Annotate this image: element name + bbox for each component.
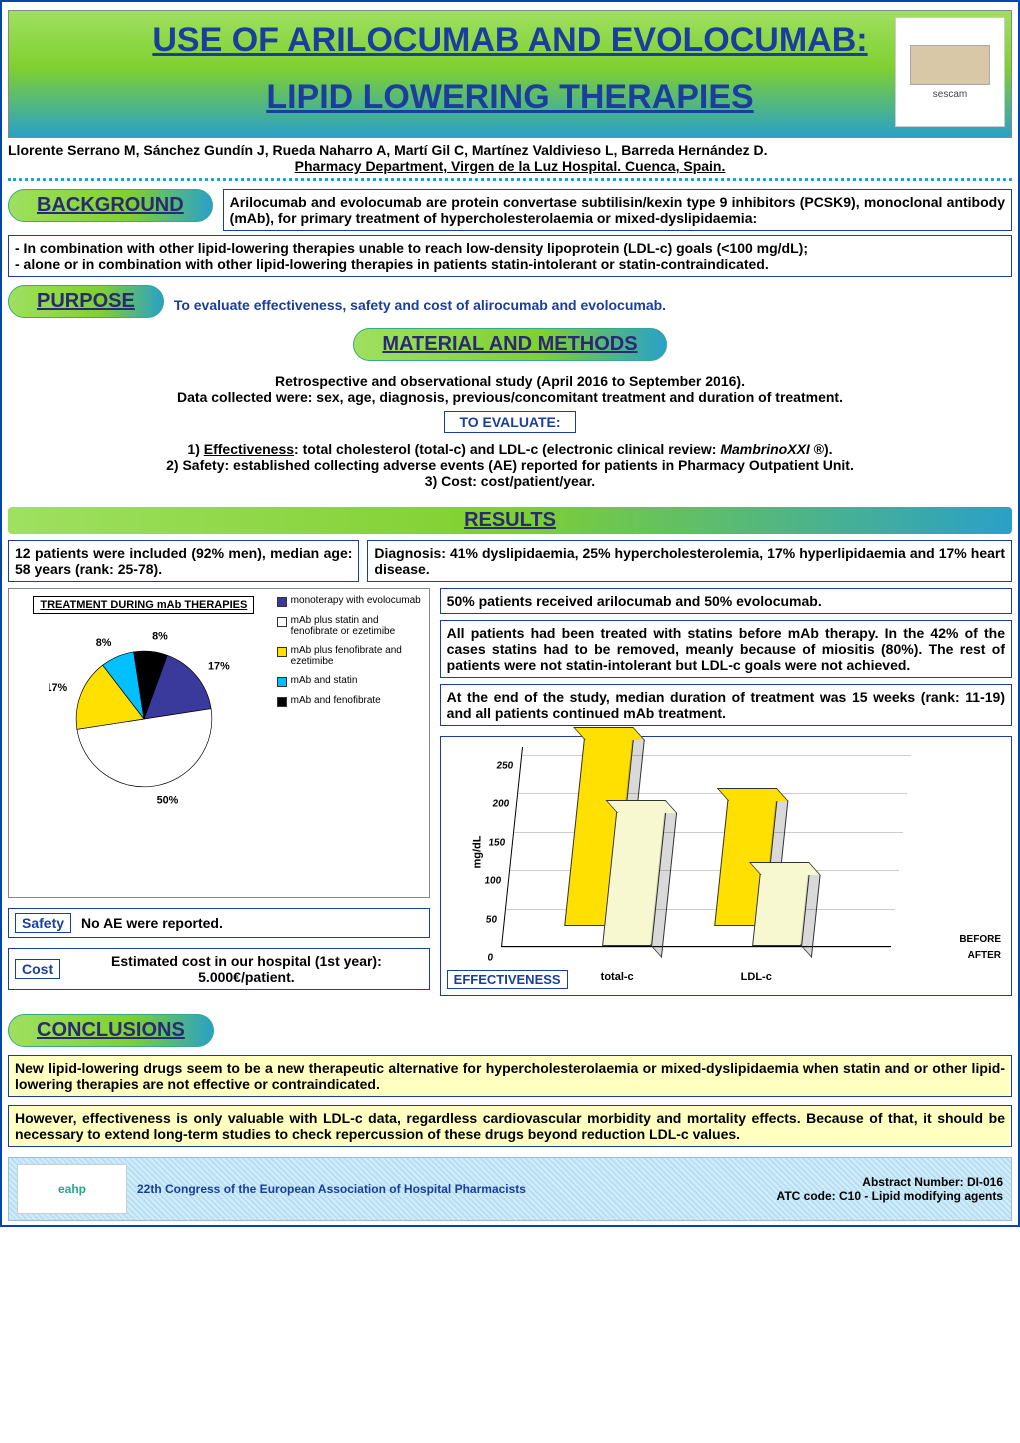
title-banner: USE OF ARILOCUMAB AND EVOLOCUMAB: LIPID … bbox=[8, 10, 1012, 138]
methods-pill: MATERIAL AND METHODS bbox=[353, 328, 666, 361]
pie-chart-card: TREATMENT DURING mAb THERAPIES 17%50%17%… bbox=[8, 588, 430, 898]
pie-legend: monoterapy with evolocumab mAb plus stati… bbox=[273, 595, 423, 891]
purpose-text: To evaluate effectiveness, safety and co… bbox=[174, 291, 666, 313]
purpose-pill: PURPOSE bbox=[8, 285, 164, 318]
xcat-1: LDL-c bbox=[741, 971, 772, 983]
safety-text: No AE were reported. bbox=[81, 915, 223, 931]
legend-item: mAb plus statin and fenofibrate or ezeti… bbox=[277, 615, 423, 637]
methods-line2: Data collected were: sex, age, diagnosis… bbox=[18, 389, 1002, 405]
methods-e3: 3) Cost: cost/patient/year. bbox=[18, 473, 1002, 489]
authors-line: Llorente Serrano M, Sánchez Gundín J, Ru… bbox=[8, 142, 1012, 158]
logo-text: sescam bbox=[933, 89, 967, 100]
footer-congress: 22th Congress of the European Associatio… bbox=[137, 1182, 526, 1196]
svg-text:50%: 50% bbox=[156, 795, 178, 807]
svg-text:17%: 17% bbox=[208, 660, 230, 672]
poster-page: USE OF ARILOCUMAB AND EVOLOCUMAB: LIPID … bbox=[0, 0, 1020, 1227]
cost-tag: Cost bbox=[15, 959, 60, 979]
results-split: 50% patients received arilocumab and 50%… bbox=[440, 588, 1012, 614]
results-left-column: TREATMENT DURING mAb THERAPIES 17%50%17%… bbox=[8, 588, 430, 1047]
legend-item: mAb plus fenofibrate and ezetimibe bbox=[277, 645, 423, 667]
legend-item: mAb and fenofibrate bbox=[277, 695, 423, 707]
background-text: Arilocumab and evolocumab are protein co… bbox=[223, 189, 1012, 231]
title-line-2: LIPID LOWERING THERAPIES bbox=[13, 78, 1007, 117]
results-statins: All patients had been treated with stati… bbox=[440, 620, 1012, 678]
eahp-logo: eahp bbox=[17, 1164, 127, 1214]
xcat-0: total-c bbox=[601, 971, 634, 983]
methods-e2: 2) Safety: established collecting advers… bbox=[18, 457, 1002, 473]
methods-line1: Retrospective and observational study (A… bbox=[18, 373, 1002, 389]
results-duration: At the end of the study, median duration… bbox=[440, 684, 1012, 726]
results-diagnosis: Diagnosis: 41% dyslipidaemia, 25% hyperc… bbox=[367, 540, 1012, 582]
cost-row: Cost Estimated cost in our hospital (1st… bbox=[8, 948, 430, 990]
methods-e1: 1) Effectiveness: total cholesterol (tot… bbox=[18, 441, 1002, 457]
footer-bar: eahp 22th Congress of the European Assoc… bbox=[8, 1157, 1012, 1221]
depth-after: AFTER bbox=[968, 950, 1001, 961]
svg-text:17%: 17% bbox=[49, 682, 68, 694]
svg-text:8%: 8% bbox=[96, 637, 112, 649]
title-line-1: USE OF ARILOCUMAB AND EVOLOCUMAB: bbox=[13, 21, 1007, 60]
affiliation-line: Pharmacy Department, Virgen de la Luz Ho… bbox=[8, 158, 1012, 174]
divider-dotted bbox=[8, 178, 1012, 181]
background-bullets: - In combination with other lipid-loweri… bbox=[8, 235, 1012, 277]
legend-item: mAb and statin bbox=[277, 675, 423, 687]
to-evaluate-box: TO EVALUATE: bbox=[444, 411, 575, 433]
results-patients: 12 patients were included (92% men), med… bbox=[8, 540, 359, 582]
sescam-logo: sescam bbox=[895, 17, 1005, 127]
bar-chart: mg/dL 050100150200250 AFTER BEFORE total… bbox=[440, 736, 1012, 996]
footer-abstract: Abstract Number: DI-016 bbox=[777, 1175, 1003, 1189]
pie-title: TREATMENT DURING mAb THERAPIES bbox=[33, 596, 254, 614]
conclusions-pill: CONCLUSIONS bbox=[8, 1014, 214, 1047]
results-right-column: 50% patients received arilocumab and 50%… bbox=[440, 588, 1012, 1047]
legend-item: monoterapy with evolocumab bbox=[277, 595, 423, 607]
conclusion-1: New lipid-lowering drugs seem to be a ne… bbox=[8, 1055, 1012, 1097]
safety-row: Safety No AE were reported. bbox=[8, 908, 430, 938]
svg-text:8%: 8% bbox=[152, 630, 168, 642]
depth-before: BEFORE bbox=[959, 934, 1001, 945]
background-pill: BACKGROUND bbox=[8, 189, 213, 222]
bar-ylabel: mg/dL bbox=[471, 836, 483, 869]
pie-chart: 17% 50% 17% 8% 8% bbox=[49, 624, 239, 814]
cost-text: Estimated cost in our hospital (1st year… bbox=[70, 953, 423, 985]
effectiveness-tag: EFFECTIVENESS bbox=[447, 970, 568, 989]
conclusion-2: However, effectiveness is only valuable … bbox=[8, 1105, 1012, 1147]
footer-atc: ATC code: C10 - Lipid modifying agents bbox=[777, 1189, 1003, 1203]
safety-tag: Safety bbox=[15, 913, 71, 933]
methods-body: Retrospective and observational study (A… bbox=[8, 367, 1012, 495]
results-header: RESULTS bbox=[8, 507, 1012, 534]
